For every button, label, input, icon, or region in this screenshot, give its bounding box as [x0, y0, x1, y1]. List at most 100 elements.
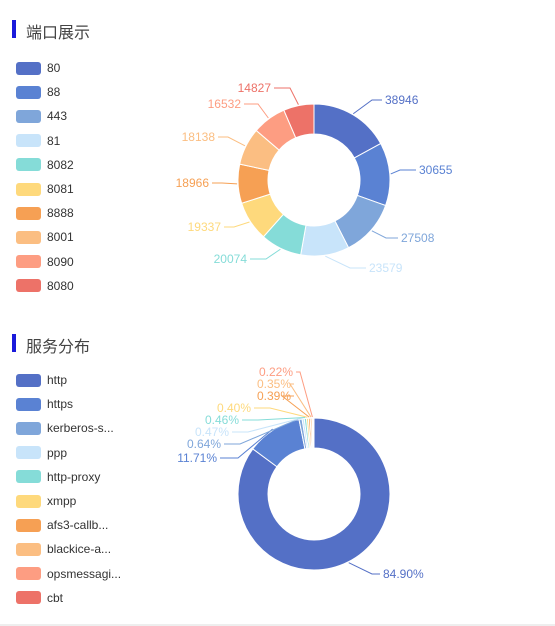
port-legend-swatch: [16, 230, 41, 244]
service-legend-swatch: [16, 470, 41, 484]
service-legend: http https kerberos-s... ppp http-proxy xmpp a…: [16, 368, 121, 610]
port-label-line: [371, 230, 398, 239]
service-slice[interactable]: [237, 417, 391, 571]
port-legend-item[interactable]: 80: [16, 56, 74, 80]
service-data-label: 11.71%: [177, 451, 217, 465]
port-legend-swatch: [16, 85, 41, 99]
service-label-line: [220, 428, 273, 459]
port-legend-item[interactable]: 8080: [16, 274, 74, 298]
bottom-divider: [0, 624, 555, 626]
port-title-bar: [12, 20, 16, 38]
port-legend-item[interactable]: 8888: [16, 201, 74, 225]
service-legend-swatch: [16, 373, 41, 387]
port-data-label: 16532: [208, 97, 242, 111]
port-legend-label: 8001: [47, 230, 74, 245]
port-legend-item[interactable]: 8082: [16, 153, 74, 177]
service-title-bar: [12, 334, 16, 352]
service-legend-swatch: [16, 567, 41, 581]
port-legend-swatch: [16, 61, 41, 75]
service-data-label: 84.90%: [383, 567, 424, 581]
service-legend-label: cbt: [47, 590, 64, 605]
service-legend-swatch: [16, 421, 41, 435]
port-legend-label: 80: [47, 61, 61, 76]
service-legend-item[interactable]: http: [16, 368, 121, 392]
service-legend-label: https: [47, 397, 74, 412]
port-data-label: 27508: [401, 231, 435, 245]
port-label-line: [325, 255, 366, 269]
port-legend-item[interactable]: 8081: [16, 177, 74, 201]
port-data-label: 30655: [419, 163, 453, 177]
port-legend-swatch: [16, 206, 41, 220]
port-legend-swatch: [16, 255, 41, 269]
port-legend-label: 8090: [47, 254, 74, 269]
service-donut-chart[interactable]: 84.90% 11.71%0.64%0.47%0.46%0.40% 0.39%0.3…: [0, 316, 555, 626]
port-label-line: [352, 99, 382, 115]
port-legend-label: 443: [47, 109, 68, 124]
service-legend-item[interactable]: https: [16, 392, 121, 416]
service-legend-item[interactable]: http-proxy: [16, 465, 121, 489]
service-legend-label: blackice-a...: [47, 542, 112, 557]
port-section-title: 端口展示: [26, 25, 91, 42]
port-data-label: 18138: [182, 130, 216, 144]
port-legend-swatch: [16, 109, 41, 123]
port-legend: 80 88 443 81 8082 8081 8888 8001 8090 8080: [16, 56, 74, 298]
service-label-line: [296, 371, 313, 418]
service-label-line: [232, 417, 304, 433]
port-legend-item[interactable]: 8090: [16, 250, 74, 274]
port-data-label: 20074: [214, 252, 248, 266]
service-legend-item[interactable]: kerberos-s...: [16, 416, 121, 440]
port-legend-label: 8888: [47, 206, 74, 221]
service-legend-item[interactable]: cbt: [16, 586, 121, 610]
service-legend-item[interactable]: afs3-callb...: [16, 513, 121, 537]
service-legend-swatch: [16, 494, 41, 508]
port-legend-swatch: [16, 134, 41, 148]
service-data-label: 0.40%: [217, 401, 251, 415]
service-data-label: 0.39%: [257, 389, 291, 403]
service-legend-swatch: [16, 542, 41, 556]
service-label-line: [280, 395, 310, 418]
service-legend-item[interactable]: ppp: [16, 441, 121, 465]
service-data-label: 0.46%: [205, 413, 239, 427]
service-data-label: 0.35%: [257, 377, 291, 391]
service-legend-item[interactable]: blackice-a...: [16, 537, 121, 561]
service-section: 服务分布 http https kerberos-s... ppp http-proxy…: [0, 316, 555, 626]
service-legend-item[interactable]: opsmessagi...: [16, 562, 121, 586]
port-legend-swatch: [16, 279, 41, 293]
port-data-label: 19337: [188, 220, 222, 234]
service-legend-label: ppp: [47, 445, 68, 460]
service-slice[interactable]: [312, 417, 315, 449]
service-data-label: 0.64%: [187, 437, 221, 451]
port-legend-label: 8082: [47, 157, 74, 172]
port-slice[interactable]: [283, 103, 315, 139]
service-legend-swatch: [16, 397, 41, 411]
port-legend-item[interactable]: 88: [16, 80, 74, 104]
port-label-line: [390, 169, 416, 175]
service-label-line: [289, 383, 312, 418]
port-label-line: [244, 103, 269, 119]
port-data-label: 23579: [369, 261, 403, 275]
service-section-title: 服务分布: [26, 339, 91, 356]
port-legend-label: 8081: [47, 182, 74, 197]
port-data-label: 14827: [238, 81, 272, 95]
port-label-line: [212, 182, 238, 185]
port-label-line: [224, 221, 250, 228]
port-legend-label: 8080: [47, 278, 74, 293]
port-legend-item[interactable]: 8001: [16, 225, 74, 249]
port-legend-swatch: [16, 182, 41, 196]
service-legend-swatch: [16, 591, 41, 605]
service-legend-label: http: [47, 373, 68, 388]
port-legend-label: 81: [47, 133, 61, 148]
port-label-line: [274, 87, 299, 105]
service-data-label: 0.47%: [195, 425, 229, 439]
service-legend-item[interactable]: xmpp: [16, 489, 121, 513]
service-data-label: 0.22%: [259, 365, 293, 379]
port-label-line: [218, 136, 246, 147]
service-label-line: [242, 417, 306, 421]
port-legend-item[interactable]: 443: [16, 104, 74, 128]
port-legend-swatch: [16, 158, 41, 172]
port-legend-item[interactable]: 81: [16, 129, 74, 153]
service-legend-label: kerberos-s...: [47, 421, 114, 436]
service-legend-label: afs3-callb...: [47, 518, 109, 533]
service-label-line: [348, 562, 380, 575]
port-donut-chart[interactable]: 38946 30655 27508 23579 20074 19337 18966 18138…: [0, 0, 555, 316]
